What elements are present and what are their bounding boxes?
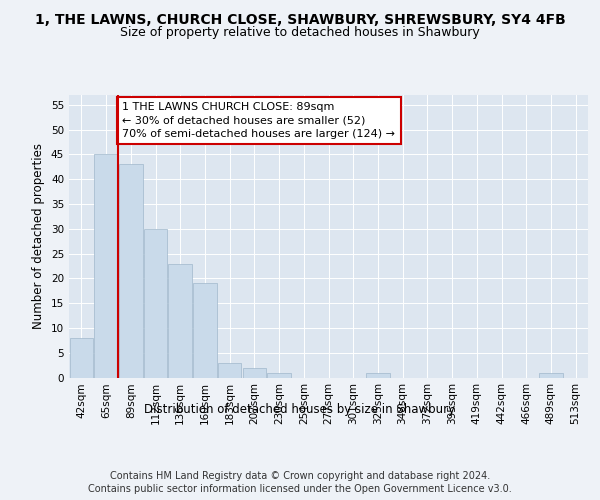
Bar	[242, 368, 266, 378]
Bar	[268, 372, 291, 378]
Bar	[366, 372, 389, 378]
Bar	[193, 284, 217, 378]
Bar	[119, 164, 143, 378]
Text: Size of property relative to detached houses in Shawbury: Size of property relative to detached ho…	[120, 26, 480, 39]
Bar	[94, 154, 118, 378]
Bar	[169, 264, 192, 378]
Y-axis label: Number of detached properties: Number of detached properties	[32, 143, 46, 329]
Bar	[70, 338, 93, 378]
Text: Contains HM Land Registry data © Crown copyright and database right 2024.: Contains HM Land Registry data © Crown c…	[110, 471, 490, 481]
Bar	[218, 362, 241, 378]
Text: Distribution of detached houses by size in Shawbury: Distribution of detached houses by size …	[145, 402, 455, 415]
Text: 1, THE LAWNS, CHURCH CLOSE, SHAWBURY, SHREWSBURY, SY4 4FB: 1, THE LAWNS, CHURCH CLOSE, SHAWBURY, SH…	[35, 12, 565, 26]
Bar	[539, 372, 563, 378]
Bar	[144, 229, 167, 378]
Text: 1 THE LAWNS CHURCH CLOSE: 89sqm
← 30% of detached houses are smaller (52)
70% of: 1 THE LAWNS CHURCH CLOSE: 89sqm ← 30% of…	[122, 102, 395, 139]
Text: Contains public sector information licensed under the Open Government Licence v3: Contains public sector information licen…	[88, 484, 512, 494]
